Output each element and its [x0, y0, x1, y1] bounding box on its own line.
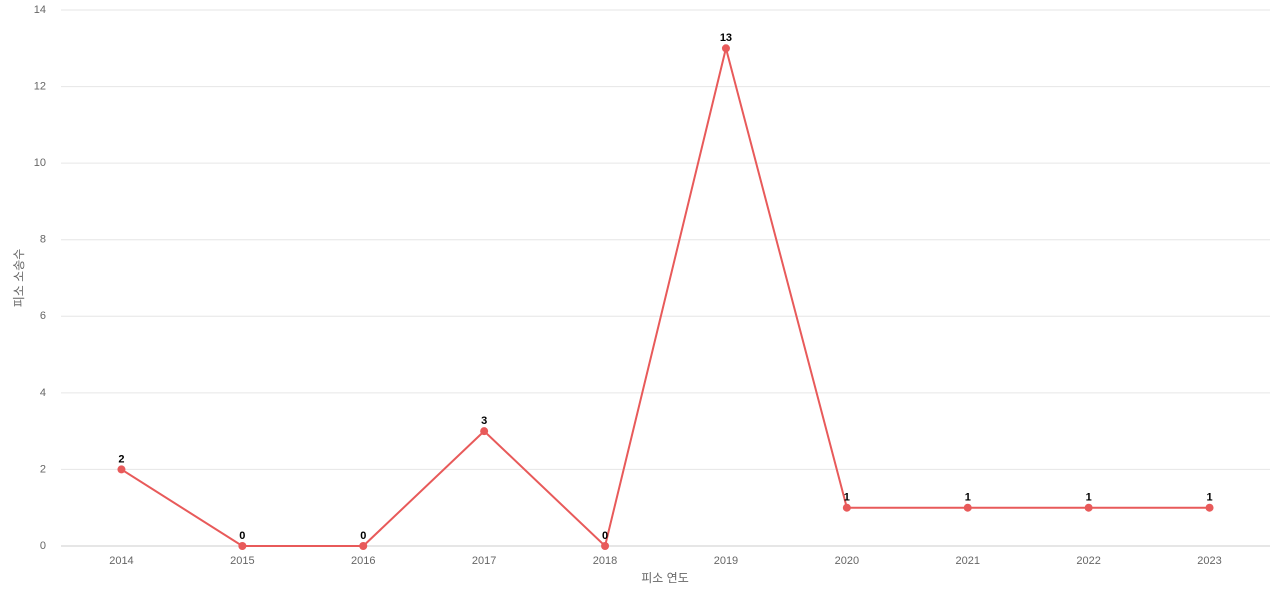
y-tick-label: 14 — [34, 4, 46, 16]
data-line — [120, 48, 1210, 548]
y-tick-label: 10 — [34, 157, 46, 169]
y-tick-label: 4 — [40, 387, 46, 399]
x-tick-label: 2023 — [1197, 555, 1221, 567]
x-tick-label: 2015 — [230, 555, 254, 567]
x-tick-label: 2022 — [1076, 555, 1100, 567]
x-tick-label: 2018 — [593, 555, 617, 567]
data-label: 0 — [360, 530, 366, 542]
data-point — [1084, 503, 1093, 512]
x-tick-label: 2017 — [472, 555, 496, 567]
data-label: 0 — [602, 530, 608, 542]
data-point — [117, 465, 126, 474]
data-point — [601, 542, 610, 550]
y-tick-label: 2 — [40, 463, 46, 475]
data-label: 13 — [720, 32, 732, 44]
x-axis-label: 피소 연도 — [641, 571, 689, 585]
data-point — [480, 427, 489, 436]
y-tick-label: 6 — [40, 310, 46, 322]
x-tick-label: 2019 — [714, 555, 738, 567]
y-tick-label: 12 — [34, 80, 46, 92]
data-point — [359, 542, 368, 550]
x-tick-label: 2014 — [109, 555, 133, 567]
data-label: 3 — [481, 415, 487, 427]
data-label: 1 — [1206, 492, 1212, 504]
data-point — [721, 44, 730, 53]
data-label: 2 — [118, 453, 124, 465]
data-point — [963, 503, 972, 512]
data-label: 0 — [239, 530, 245, 542]
data-label: 1 — [1086, 492, 1092, 504]
data-point — [842, 503, 851, 512]
data-label: 1 — [965, 492, 971, 504]
y-tick-label: 8 — [40, 234, 46, 246]
data-point — [1205, 503, 1214, 512]
x-tick-label: 2016 — [351, 555, 375, 567]
y-tick-label: 0 — [40, 540, 46, 552]
data-label: 1 — [844, 492, 850, 504]
x-tick-label: 2020 — [835, 555, 859, 567]
x-tick-label: 2021 — [956, 555, 980, 567]
y-axis-label: 피소 소송수 — [12, 249, 26, 308]
data-point — [238, 542, 247, 550]
